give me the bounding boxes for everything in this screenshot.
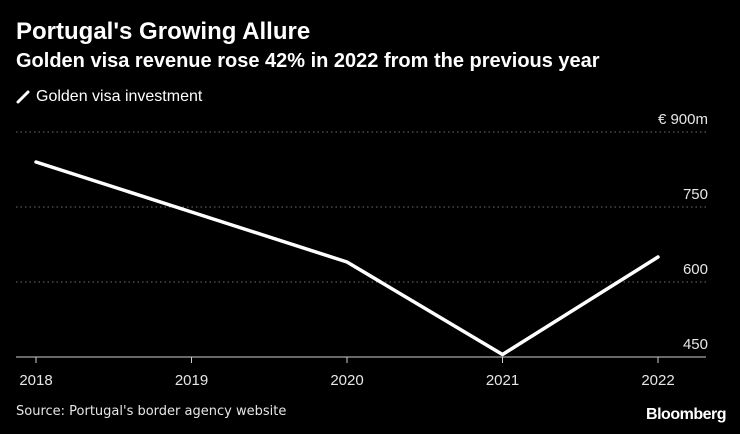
x-tick-label: 2019 xyxy=(175,372,208,389)
y-tick-label: 750 xyxy=(683,186,708,203)
y-axis: 450 600 750 € 900m xyxy=(658,111,708,353)
legend: Golden visa investment xyxy=(16,87,202,107)
chart-subtitle: Golden visa revenue rose 42% in 2022 fro… xyxy=(16,50,600,72)
series xyxy=(34,160,660,357)
series-line-golden-visa xyxy=(34,160,660,357)
x-tick-label: 2020 xyxy=(330,372,363,389)
x-tick-label: 2018 xyxy=(19,372,52,389)
x-axis: 2018 2019 2020 2021 2022 xyxy=(16,356,706,389)
y-tick-label: € 900m xyxy=(658,111,708,128)
x-tick-label: 2021 xyxy=(486,372,519,389)
legend-label: Golden visa investment xyxy=(36,88,203,105)
bloomberg-logo: Bloomberg xyxy=(646,406,726,423)
chart-title: Portugal's Growing Allure xyxy=(16,18,311,45)
legend-line-icon xyxy=(16,90,30,104)
gridlines xyxy=(16,131,706,283)
x-tick-label: 2022 xyxy=(641,372,674,389)
y-tick-label: 600 xyxy=(683,261,708,278)
source-note: Source: Portugal's border agency website xyxy=(16,404,287,419)
y-tick-label: 450 xyxy=(683,336,708,353)
